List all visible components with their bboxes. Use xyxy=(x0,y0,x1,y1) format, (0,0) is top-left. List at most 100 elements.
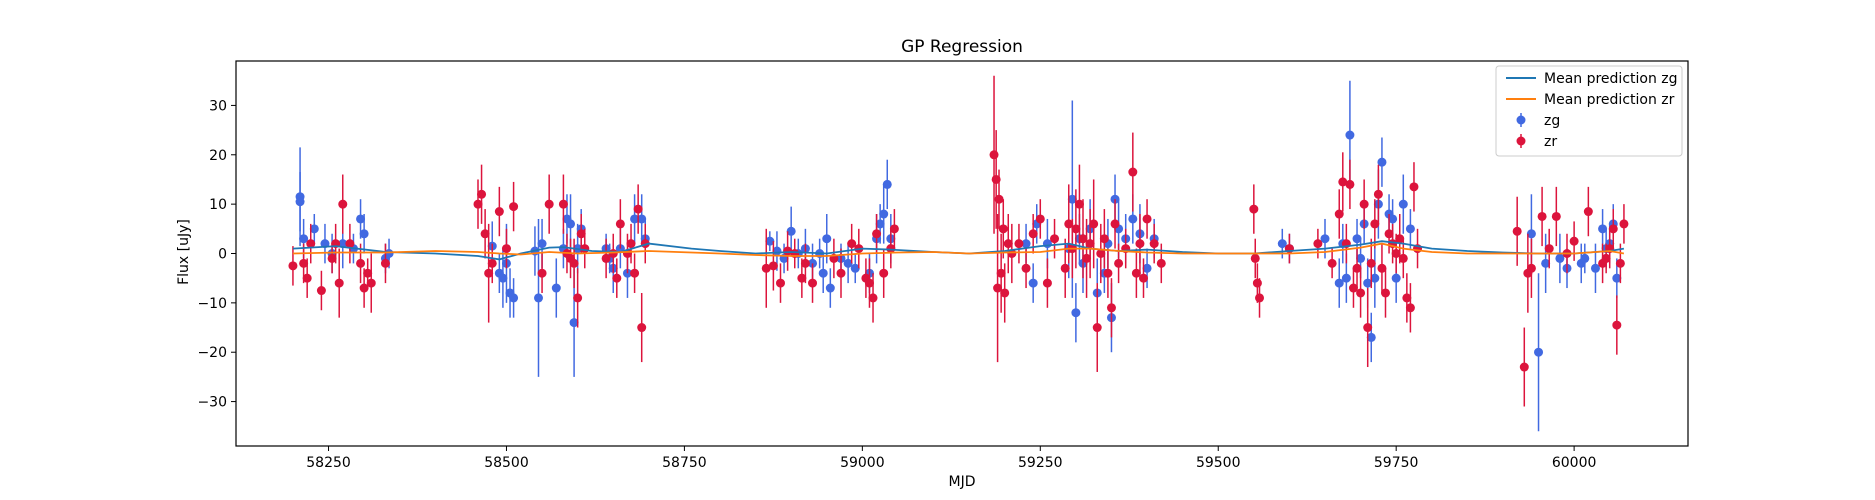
data-point-zr xyxy=(558,199,568,209)
data-point-zg xyxy=(1142,263,1152,273)
data-point-zg xyxy=(1555,253,1565,263)
data-point-zr xyxy=(366,278,376,288)
data-point-zg xyxy=(822,234,832,244)
data-point-zr xyxy=(327,253,337,263)
data-point-zr xyxy=(783,246,793,256)
data-point-zr xyxy=(1085,239,1095,249)
data-point-zr xyxy=(1381,288,1390,298)
data-point-zr xyxy=(1074,199,1084,209)
data-point-zr xyxy=(487,258,497,268)
y-tick-label: −20 xyxy=(197,345,227,361)
chart-title: GP Regression xyxy=(901,37,1023,57)
data-point-zr xyxy=(1255,293,1265,303)
legend-marker-zg xyxy=(1516,115,1526,125)
data-point-zr xyxy=(889,224,899,234)
legend-label-zg: zg xyxy=(1544,113,1560,129)
data-point-zr xyxy=(615,219,625,229)
data-point-zr xyxy=(1405,303,1415,313)
data-point-zr xyxy=(576,229,586,239)
data-point-zg xyxy=(1590,263,1600,273)
data-point-zr xyxy=(1099,234,1109,244)
data-point-zr xyxy=(1356,288,1366,298)
data-point-zr xyxy=(1569,236,1579,246)
data-point-zg xyxy=(1128,214,1138,224)
data-point-zr xyxy=(288,261,298,271)
data-point-zg xyxy=(1526,229,1536,239)
data-point-zg xyxy=(1356,253,1366,263)
data-point-zg xyxy=(1580,253,1590,263)
data-point-zr xyxy=(1078,234,1088,244)
data-point-zr xyxy=(1608,224,1618,234)
legend: Mean prediction zg Mean prediction zr zg… xyxy=(1495,65,1683,157)
data-point-zr xyxy=(494,207,504,217)
data-point-zr xyxy=(1128,167,1138,177)
data-point-zg xyxy=(765,236,775,246)
data-point-zr xyxy=(1252,278,1262,288)
data-point-zr xyxy=(1398,253,1408,263)
data-point-zr xyxy=(836,268,846,278)
data-point-zr xyxy=(1370,219,1380,229)
data-point-zr xyxy=(316,286,326,296)
data-point-zr xyxy=(879,268,889,278)
data-point-zg xyxy=(818,268,828,278)
data-point-zg xyxy=(537,239,547,249)
data-point-zr xyxy=(1615,258,1625,268)
data-point-zr xyxy=(1135,239,1145,249)
data-point-zr xyxy=(1338,177,1348,187)
data-point-zr xyxy=(1014,239,1024,249)
data-point-zr xyxy=(1007,249,1017,258)
data-point-zr xyxy=(484,268,494,278)
legend-label-zr: zr xyxy=(1544,134,1557,150)
data-point-zr xyxy=(1391,249,1401,258)
data-point-zg xyxy=(1363,278,1373,288)
data-point-zr xyxy=(480,229,490,239)
data-point-zg xyxy=(551,283,561,293)
data-point-zr xyxy=(1050,234,1060,244)
data-point-zr xyxy=(864,278,874,288)
data-point-zg xyxy=(569,318,579,328)
data-point-zr xyxy=(1035,214,1045,224)
data-point-zr xyxy=(1021,263,1031,273)
data-point-zr xyxy=(1003,239,1013,249)
data-point-zg xyxy=(1541,258,1551,268)
data-point-zg xyxy=(630,214,640,224)
data-point-zg xyxy=(1405,224,1415,234)
data-point-zr xyxy=(601,253,611,263)
data-point-zr xyxy=(1348,283,1358,293)
data-point-zr xyxy=(1366,258,1376,268)
data-point-zr xyxy=(1103,268,1113,278)
data-point-zr xyxy=(1395,234,1405,244)
y-tick-label: −10 xyxy=(197,296,227,312)
data-point-zr xyxy=(1544,244,1554,254)
data-point-zg xyxy=(1067,194,1077,204)
data-point-zr xyxy=(1028,229,1038,239)
data-point-zr xyxy=(1250,253,1260,263)
data-point-zg xyxy=(309,224,319,234)
data-point-zr xyxy=(1139,273,1148,283)
data-point-zr xyxy=(1000,288,1010,298)
data-point-zg xyxy=(825,283,835,293)
data-point-zr xyxy=(847,239,857,249)
data-point-zr xyxy=(338,199,348,209)
data-point-zr xyxy=(1377,263,1387,273)
data-point-zr xyxy=(1537,211,1547,221)
data-point-zr xyxy=(1156,258,1166,268)
data-point-zr xyxy=(989,150,999,160)
data-point-zr xyxy=(359,283,369,293)
plot-area xyxy=(288,75,1629,432)
data-point-zr xyxy=(537,268,547,278)
data-point-zr xyxy=(996,268,1006,278)
data-point-zg xyxy=(1388,214,1398,224)
data-point-zr xyxy=(356,258,366,268)
data-point-zg xyxy=(786,226,796,236)
data-point-zr xyxy=(334,278,344,288)
data-point-zr xyxy=(1327,258,1337,268)
data-point-zr xyxy=(1071,224,1081,234)
data-point-zg xyxy=(879,209,889,219)
data-point-zg xyxy=(498,273,508,283)
x-tick-label: 60000 xyxy=(1552,455,1597,471)
data-point-zr xyxy=(1373,189,1383,199)
plot-frame xyxy=(235,60,1689,447)
data-point-zr xyxy=(1131,268,1141,278)
